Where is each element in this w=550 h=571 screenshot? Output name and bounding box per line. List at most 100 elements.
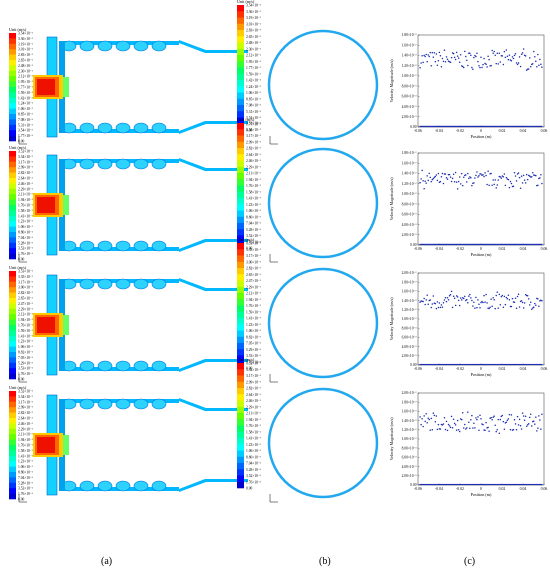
data-point	[539, 58, 541, 61]
baseline-point	[501, 243, 504, 246]
baseline-point	[500, 363, 502, 366]
contour-0-tick-label: 1.24×10⁻²	[18, 102, 33, 106]
data-point	[510, 60, 513, 62]
data-point	[513, 418, 516, 421]
data-point	[506, 298, 509, 300]
y-axis-label: Velocity Magnitude (m/s)	[389, 417, 394, 461]
data-point	[517, 424, 520, 426]
ring-3-color-swatch	[237, 481, 244, 489]
baseline-point	[424, 483, 426, 486]
data-point	[498, 293, 501, 296]
data-point	[421, 169, 423, 172]
baseline-point	[506, 125, 509, 128]
data-point	[486, 66, 488, 68]
data-point	[422, 300, 424, 303]
data-point	[506, 419, 509, 421]
x-tick-label: -0.04	[435, 247, 443, 251]
data-point	[538, 415, 540, 417]
baseline-point	[427, 363, 429, 366]
baseline-point	[490, 483, 492, 486]
jet-wake	[63, 315, 69, 335]
contour-1-tick-label: 7.04×10⁻³	[18, 236, 34, 240]
baseline-point	[481, 243, 483, 246]
baseline-point	[464, 243, 466, 246]
data-point	[469, 293, 471, 296]
data-point	[516, 295, 519, 298]
baseline-point	[468, 125, 470, 128]
data-point	[537, 427, 539, 429]
data-point	[494, 179, 496, 181]
ring-1-tick-label: 2.29×10⁻²	[246, 165, 261, 169]
x-tick-label: 0.04	[520, 367, 527, 371]
baseline-point	[537, 243, 539, 246]
y-tick-label: 1.60×10⁻²	[402, 410, 417, 414]
data-point	[433, 176, 436, 179]
baseline-point	[534, 363, 536, 366]
baseline-point	[486, 363, 488, 366]
baseline-point	[482, 483, 484, 486]
data-point	[498, 52, 501, 54]
data-point	[488, 430, 490, 432]
data-point	[482, 63, 484, 66]
baseline-point	[541, 483, 543, 486]
data-point	[430, 306, 433, 309]
baseline-point	[520, 483, 523, 486]
data-point	[522, 415, 525, 417]
baseline-point	[512, 243, 515, 246]
baseline-point	[422, 243, 424, 246]
baseline-point	[471, 125, 473, 128]
data-point	[525, 69, 528, 71]
ring-2-tick-label: 1.76×10⁻³	[246, 360, 262, 364]
data-point	[534, 55, 536, 58]
baseline-point	[441, 125, 444, 128]
jet-core	[37, 79, 55, 95]
data-point	[429, 176, 431, 179]
ring-1-tick-label: 2.46×10⁻²	[246, 159, 261, 163]
baseline-point	[522, 483, 525, 486]
data-point	[482, 423, 484, 426]
baseline-point	[454, 243, 457, 246]
ring-2-unit-label: Unit (m/s)	[237, 237, 255, 242]
data-point	[467, 411, 469, 413]
baseline-point	[449, 243, 452, 246]
data-point	[503, 428, 506, 430]
data-point	[507, 294, 510, 296]
contour-1-color-swatch	[9, 226, 16, 233]
velocity-scatter-chart: 0.00 2.00×10⁻³ 4.00×10⁻³ 6.00×10⁻³ 8.00×10⁻³…	[389, 391, 547, 497]
data-point	[429, 51, 431, 54]
baseline-point	[498, 125, 500, 128]
data-point	[467, 64, 469, 67]
ring-3-color-swatch	[237, 475, 244, 483]
ring-0-color-swatch	[237, 30, 244, 37]
data-point	[466, 298, 468, 301]
data-point	[466, 181, 468, 183]
baseline-point	[481, 483, 483, 486]
data-point	[453, 422, 456, 425]
data-point	[488, 184, 490, 186]
data-point	[528, 304, 531, 306]
data-point	[465, 55, 467, 58]
data-point	[443, 299, 446, 301]
ring-1-tick-label: 3.52×10⁻³	[246, 234, 262, 238]
contour-0-color-swatch	[9, 76, 16, 82]
y-tick-label: 8.00×10⁻³	[402, 84, 418, 88]
baseline-point	[469, 125, 471, 128]
baseline-point	[475, 483, 477, 486]
data-point	[474, 307, 476, 309]
ring-0-tick-label: 3.01×10⁻²	[246, 22, 261, 26]
ring-1-tick-label: 1.94×10⁻²	[246, 178, 261, 182]
ring-3-colorbar: Unit (m/s)3.52×10⁻² 3.34×10⁻² 3.17×10⁻² 2.9…	[237, 357, 262, 491]
data-point	[446, 58, 449, 60]
data-point	[505, 176, 508, 179]
baseline-point	[443, 483, 446, 486]
data-point	[450, 180, 453, 183]
contour-2-color-swatch	[9, 276, 16, 283]
baseline-point	[476, 125, 478, 128]
y-tick-label: 2.00×10⁻²	[402, 271, 417, 275]
baseline-point	[426, 363, 428, 366]
panel-label-a: (a)	[101, 556, 113, 567]
baseline-point	[462, 125, 464, 128]
data-point	[419, 416, 421, 418]
baseline-point	[523, 243, 526, 246]
ring-1-tick-label: 3.17×10⁻²	[246, 134, 261, 138]
